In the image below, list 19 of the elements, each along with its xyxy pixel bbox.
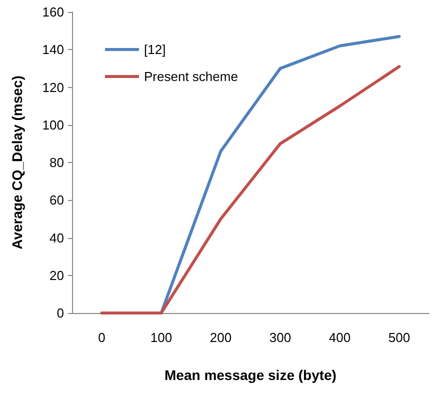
y-tick-label: 120 bbox=[42, 80, 64, 95]
x-tick-label: 300 bbox=[269, 330, 292, 345]
y-axis-title: Average CQ_Delay (msec) bbox=[9, 76, 25, 250]
legend-label: Present scheme bbox=[144, 69, 238, 84]
x-tick-label: 100 bbox=[150, 330, 172, 345]
y-tick-label: 140 bbox=[42, 42, 64, 58]
legend-label: [12] bbox=[144, 42, 166, 57]
x-tick-label: 0 bbox=[98, 330, 106, 345]
y-tick-label: 20 bbox=[50, 268, 64, 283]
y-tick-label: 60 bbox=[50, 192, 64, 208]
y-tick-label: 160 bbox=[42, 4, 64, 20]
x-tick-label: 500 bbox=[388, 330, 410, 345]
y-tick-label: 0 bbox=[56, 306, 64, 320]
y-tick-label: 40 bbox=[50, 230, 64, 246]
x-tick-label: 400 bbox=[328, 330, 351, 345]
y-tick-label: 80 bbox=[50, 155, 64, 170]
y-tick-label: 100 bbox=[42, 117, 64, 132]
x-axis-title: Mean message size (byte) bbox=[164, 367, 336, 383]
x-tick-label: 200 bbox=[210, 330, 232, 345]
